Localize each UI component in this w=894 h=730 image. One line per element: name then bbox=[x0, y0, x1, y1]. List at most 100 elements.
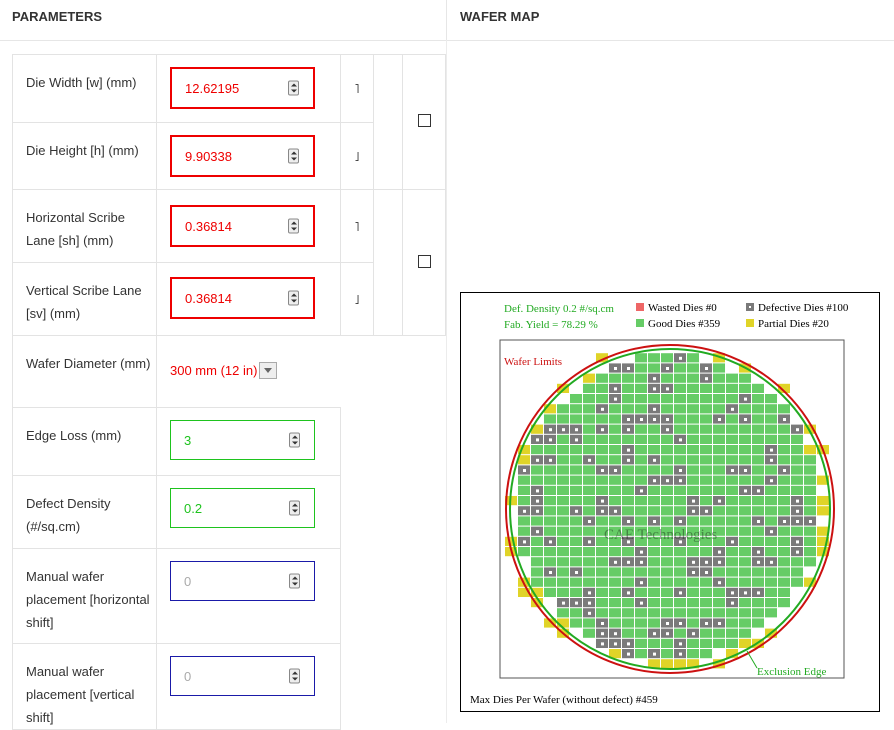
good-die bbox=[687, 577, 699, 587]
good-die bbox=[674, 496, 686, 506]
spinner-icon[interactable] bbox=[289, 668, 300, 684]
good-die bbox=[791, 485, 803, 495]
wafer-diameter-select[interactable]: 300 mm (12 in) bbox=[170, 362, 278, 379]
good-die bbox=[739, 557, 751, 567]
good-die bbox=[622, 628, 634, 638]
good-die bbox=[713, 394, 725, 404]
good-die bbox=[609, 445, 621, 455]
good-die bbox=[635, 424, 647, 434]
good-die bbox=[557, 414, 569, 424]
spinner-icon[interactable] bbox=[289, 432, 300, 448]
good-die bbox=[726, 526, 738, 536]
defect-dot bbox=[679, 622, 682, 625]
defect-dot bbox=[627, 560, 630, 564]
defect-dot bbox=[731, 469, 734, 472]
defect-density-input[interactable]: 0.2 bbox=[170, 488, 315, 528]
good-die bbox=[635, 608, 647, 618]
good-die bbox=[570, 485, 582, 495]
spinner-icon[interactable] bbox=[289, 573, 300, 589]
legend-wasted-swatch bbox=[636, 303, 644, 311]
good-die bbox=[570, 587, 582, 597]
good-die bbox=[583, 628, 595, 638]
spinner-icon[interactable] bbox=[288, 148, 299, 164]
manual-v-input[interactable]: 0 bbox=[170, 656, 315, 696]
partial-die bbox=[505, 536, 517, 546]
defect-dot bbox=[679, 652, 682, 656]
good-die bbox=[596, 414, 608, 424]
die-height-input[interactable]: 9.90338 bbox=[170, 135, 315, 177]
good-die bbox=[713, 455, 725, 465]
good-die bbox=[700, 598, 712, 608]
good-die bbox=[661, 455, 673, 465]
h-scribe-input[interactable]: 0.36814 bbox=[170, 205, 315, 247]
good-die bbox=[596, 383, 608, 393]
good-die bbox=[739, 496, 751, 506]
good-die bbox=[557, 434, 569, 444]
good-die bbox=[648, 598, 660, 608]
good-die bbox=[765, 536, 777, 546]
good-die bbox=[804, 485, 816, 495]
lock-scribe-checkbox[interactable] bbox=[417, 254, 431, 268]
good-die bbox=[674, 608, 686, 618]
good-die bbox=[544, 414, 556, 424]
spinner-icon[interactable] bbox=[288, 80, 299, 96]
good-die bbox=[583, 424, 595, 434]
good-die bbox=[700, 577, 712, 587]
defect-dot bbox=[783, 469, 786, 472]
chevron-down-icon[interactable] bbox=[259, 362, 278, 379]
spinner-icon[interactable] bbox=[289, 500, 300, 516]
good-die bbox=[596, 587, 608, 597]
good-die bbox=[648, 445, 660, 455]
manual-h-input[interactable]: 0 bbox=[170, 561, 315, 601]
good-die bbox=[791, 567, 803, 577]
lock-aspect-checkbox[interactable] bbox=[417, 114, 431, 127]
good-die bbox=[609, 608, 621, 618]
defect-dot bbox=[640, 418, 643, 421]
good-die bbox=[752, 496, 764, 506]
good-die bbox=[661, 394, 673, 404]
good-die bbox=[726, 547, 738, 557]
good-die bbox=[531, 577, 543, 587]
good-die bbox=[622, 567, 634, 577]
good-die bbox=[726, 394, 738, 404]
defect-dot bbox=[627, 367, 630, 370]
good-die bbox=[778, 587, 790, 597]
spinner-icon[interactable] bbox=[288, 218, 299, 234]
good-die bbox=[570, 577, 582, 587]
wafer-diameter-label: Wafer Diameter (mm) bbox=[12, 335, 157, 408]
good-die bbox=[609, 434, 621, 444]
good-die bbox=[713, 506, 725, 516]
good-die bbox=[622, 618, 634, 628]
good-die bbox=[596, 394, 608, 404]
good-die bbox=[804, 475, 816, 485]
defect-dot bbox=[705, 367, 708, 370]
good-die bbox=[570, 547, 582, 557]
good-die bbox=[570, 608, 582, 618]
good-die bbox=[596, 526, 608, 536]
good-die bbox=[544, 475, 556, 485]
defect-dot bbox=[705, 377, 708, 381]
good-die bbox=[700, 475, 712, 485]
good-die bbox=[713, 434, 725, 444]
good-die bbox=[778, 475, 790, 485]
v-scribe-input[interactable]: 0.36814 bbox=[170, 277, 315, 319]
spinner-icon[interactable] bbox=[288, 290, 299, 306]
good-die bbox=[752, 618, 764, 628]
good-die bbox=[661, 567, 673, 577]
defect-dot bbox=[679, 356, 682, 360]
good-die bbox=[687, 516, 699, 526]
good-die bbox=[765, 404, 777, 414]
good-die bbox=[661, 496, 673, 506]
good-die bbox=[687, 608, 699, 618]
manual-v-label: Manual wafer placement [vertical shift] bbox=[12, 643, 157, 730]
wafer-map-title: WAFER MAP bbox=[460, 9, 540, 24]
edge-loss-input[interactable]: 3 bbox=[170, 420, 315, 460]
defect-dot bbox=[692, 632, 695, 636]
good-die bbox=[583, 496, 595, 506]
row-defect-density: Defect Density (#/sq.cm) 0.2 bbox=[12, 475, 446, 549]
die-width-input[interactable]: 12.62195 bbox=[170, 67, 315, 109]
good-die bbox=[752, 394, 764, 404]
fab-yield-text: Fab. Yield = 78.29 % bbox=[504, 319, 598, 331]
good-die bbox=[700, 485, 712, 495]
good-die bbox=[635, 567, 647, 577]
